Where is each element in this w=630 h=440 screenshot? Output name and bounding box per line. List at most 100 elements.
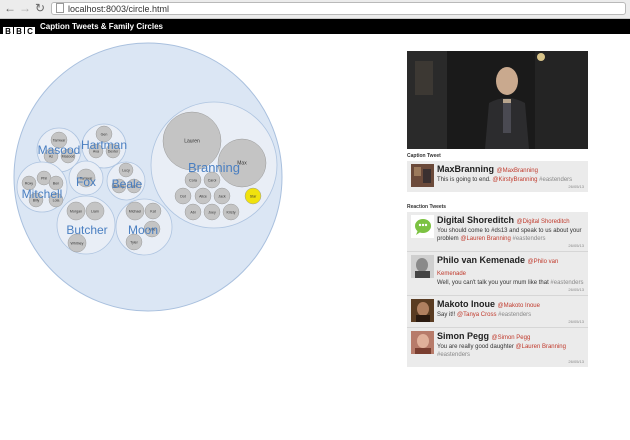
app-title: Caption Tweets & Family Circles <box>40 22 163 31</box>
member-circle[interactable] <box>174 187 192 205</box>
member-circle[interactable] <box>184 203 202 221</box>
member-circle[interactable] <box>118 162 134 178</box>
avatar <box>411 164 434 187</box>
member-circle[interactable] <box>125 233 143 251</box>
page-icon <box>56 3 64 13</box>
address-bar[interactable]: localhost:8003/circle.html <box>51 2 626 15</box>
member-circle[interactable] <box>67 233 87 253</box>
member-label: Morgan <box>70 209 82 213</box>
tweet-handle[interactable]: @Digital Shoreditch <box>516 219 570 225</box>
tweet-name: Philo van Kemenade <box>437 255 526 265</box>
tweet-mention[interactable]: @Lauren Branning <box>515 344 566 350</box>
tweet-text: You should come to #ds13 and speak to us… <box>437 228 582 242</box>
member-circle[interactable] <box>222 203 240 221</box>
tweet-hashtag[interactable]: #eastenders <box>550 280 584 286</box>
tweets-panel: Caption Tweet MaxBranning @MaxBranning T… <box>407 51 588 367</box>
member-label: Gen <box>101 132 108 136</box>
member-circle[interactable] <box>213 187 231 205</box>
member-circle[interactable] <box>125 201 145 221</box>
member-circle[interactable] <box>203 203 221 221</box>
tweet-handle[interactable]: @Makoto Inoue <box>497 303 540 309</box>
member-label: Ben <box>53 181 59 185</box>
member-circle[interactable] <box>111 178 127 194</box>
video-frame <box>407 51 588 149</box>
family-label: Mitchell <box>22 187 63 201</box>
member-label: Whitney <box>71 241 84 245</box>
reaction-tweet[interactable]: Simon Pegg @Simon Pegg You are really go… <box>407 328 588 367</box>
member-label: Masood <box>62 154 75 158</box>
member-circle[interactable] <box>43 148 59 164</box>
tweet-hashtag[interactable]: #eastenders <box>539 177 573 183</box>
member-label: Tamwar <box>53 138 66 142</box>
reload-icon[interactable]: ↻ <box>34 1 46 15</box>
member-circle[interactable] <box>88 143 104 159</box>
member-label: Billy <box>33 198 40 202</box>
member-circle[interactable] <box>60 148 76 164</box>
member-circle[interactable] <box>244 187 262 205</box>
family-label: Moon <box>128 223 158 237</box>
member-label: Abi <box>190 210 195 214</box>
member-circle[interactable] <box>95 125 113 143</box>
member-circle[interactable] <box>66 201 86 221</box>
tweet-handle[interactable]: @MaxBranning <box>496 168 538 174</box>
member-circle[interactable] <box>50 131 68 149</box>
browser-toolbar: ← → ↻ localhost:8003/circle.html <box>0 0 630 19</box>
caption-tweet[interactable]: MaxBranning @MaxBranning This is going t… <box>407 161 588 192</box>
reaction-tweet[interactable]: Makoto Inoue @Makoto Inoue Say it!! @Tan… <box>407 296 588 328</box>
member-label: Ian <box>132 184 137 188</box>
tweet-date: 26/05/13 <box>568 319 584 324</box>
tweet-name: Makoto Inoue <box>437 299 495 309</box>
member-label: Max <box>237 160 247 166</box>
member-circle[interactable] <box>143 220 161 238</box>
member-label: Dexter <box>108 149 119 153</box>
video-player[interactable] <box>407 51 588 149</box>
avatar <box>411 255 434 278</box>
tweet-hashtag[interactable]: #eastenders <box>498 312 532 318</box>
member-circle[interactable] <box>85 201 105 221</box>
member-circle[interactable] <box>217 138 267 188</box>
member-label: Lucy <box>122 168 130 172</box>
member-circle[interactable] <box>48 192 64 208</box>
logo-letter: C <box>25 27 35 37</box>
tweet-mention[interactable]: @Tanya Cross <box>457 312 497 318</box>
member-circle[interactable] <box>184 171 202 189</box>
member-circle[interactable] <box>203 171 221 189</box>
member-label: Liam <box>91 209 99 213</box>
tweet-mention[interactable]: @Lauren Branning <box>460 236 511 242</box>
tweet-name: MaxBranning <box>437 164 495 174</box>
member-label: Tyler <box>130 240 139 244</box>
member-circle[interactable] <box>28 192 44 208</box>
tweet-handle[interactable]: @Philo van Kemenade <box>437 259 559 277</box>
logo-letter: B <box>14 27 24 37</box>
member-circle[interactable] <box>105 143 121 159</box>
member-label: Star <box>250 194 257 198</box>
forward-icon[interactable]: → <box>19 1 31 15</box>
member-circle[interactable] <box>144 202 162 220</box>
member-circle[interactable] <box>162 111 222 171</box>
back-icon[interactable]: ← <box>4 1 16 15</box>
member-label: Jack <box>218 194 226 198</box>
member-label: Lola <box>53 198 60 202</box>
tweet-date: 26/05/13 <box>568 359 584 364</box>
family-label: Fox <box>76 175 96 189</box>
member-circle[interactable] <box>126 178 142 194</box>
member-label: Michael <box>129 209 142 213</box>
family-label: Branning <box>188 160 240 175</box>
avatar <box>411 299 434 322</box>
member-circle[interactable] <box>21 175 37 191</box>
tweet-handle[interactable]: @Simon Pegg <box>491 335 531 341</box>
tweet-mention[interactable]: @KirstyBranning <box>492 177 538 183</box>
tweet-hashtag[interactable]: #eastenders <box>512 236 546 242</box>
tweet-text: You are really good daughter <box>437 344 514 350</box>
tweet-hashtag[interactable]: #eastenders <box>437 352 471 358</box>
member-label: Lauren <box>184 138 200 144</box>
member-circle[interactable] <box>194 187 212 205</box>
reaction-tweet[interactable]: Philo van Kemenade @Philo van Kemenade W… <box>407 252 588 296</box>
member-label: Kirsty <box>227 210 236 214</box>
member-circle[interactable] <box>48 175 64 191</box>
member-circle[interactable] <box>76 168 96 188</box>
reaction-tweet[interactable]: Digital Shoreditch @Digital Shoreditch Y… <box>407 212 588 252</box>
url-text: localhost:8003/circle.html <box>68 4 170 14</box>
member-label: Alfie <box>149 227 156 231</box>
